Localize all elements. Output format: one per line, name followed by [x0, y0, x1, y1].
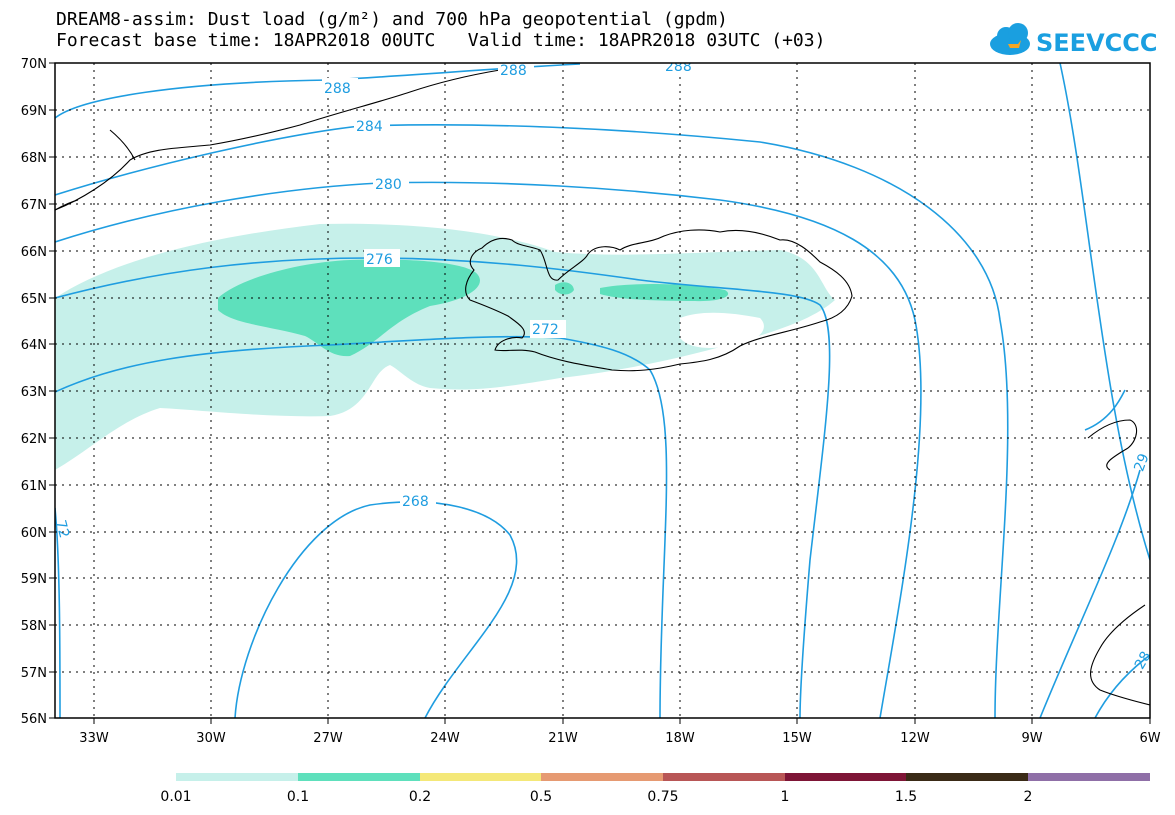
contour-label: 288	[500, 63, 527, 79]
colorbar-label: 1.5	[895, 789, 917, 805]
lat-label: 59N	[21, 572, 47, 587]
iceland-coastline	[465, 229, 853, 372]
contour-label: 268	[402, 494, 429, 510]
lat-label: 67N	[21, 198, 47, 213]
lat-label: 65N	[21, 292, 47, 307]
contour-272-west	[55, 507, 61, 718]
contour-268	[234, 501, 518, 718]
lon-label: 21W	[548, 731, 578, 746]
dust-shade-medium	[555, 282, 574, 295]
contour-east-b	[1094, 654, 1150, 718]
contour-284	[55, 123, 1009, 718]
map-title: DREAM8-assim: Dust load (g/m²) and 700 h…	[56, 9, 728, 30]
colorbar-label: 2	[1024, 789, 1033, 805]
dust-shade-medium	[600, 284, 729, 302]
graticule	[55, 63, 1150, 718]
lon-label: 33W	[79, 731, 109, 746]
contour-272-east	[1084, 389, 1126, 431]
lat-label: 64N	[21, 338, 47, 353]
colorbar-swatch	[785, 773, 906, 781]
latitude-labels: 70N 69N 68N 67N 66N 65N 64N 63N 62N 61N …	[21, 57, 47, 727]
lon-label: 24W	[430, 731, 460, 746]
lon-label: 9W	[1021, 731, 1042, 746]
colorbar-swatch	[1028, 773, 1150, 781]
cloud-icon	[990, 23, 1030, 55]
longitude-labels: 33W 30W 27W 24W 21W 18W 15W 12W 9W 6W	[79, 731, 1160, 746]
dust-shade-medium	[218, 259, 480, 357]
plot-area: 288 288 288 284 280 276 272 268 72 29 28	[52, 59, 1155, 718]
contour-label: 29	[1131, 451, 1152, 473]
axis-ticks	[49, 62, 1151, 724]
contour-label: 72	[52, 518, 72, 539]
colorbar-label: 0.1	[287, 789, 309, 805]
colorbar-swatch	[541, 773, 663, 781]
lat-label: 60N	[21, 526, 47, 541]
greenland-coastline-b	[55, 129, 136, 211]
colorbar-swatch	[176, 773, 298, 781]
colorbar-label: 0.5	[530, 789, 552, 805]
seevccc-logo: SEEVCCC	[990, 23, 1158, 57]
lat-label: 62N	[21, 432, 47, 447]
logo-text: SEEVCCC	[1036, 29, 1158, 57]
contour-label: 272	[532, 322, 559, 338]
colorbar-label: 0.2	[409, 789, 431, 805]
lon-label: 6W	[1139, 731, 1160, 746]
contour-outer-east	[1059, 63, 1150, 561]
scotland-coastline	[1090, 604, 1150, 706]
lon-label: 12W	[900, 731, 930, 746]
lat-label: 68N	[21, 151, 47, 166]
colorbar-swatch	[906, 773, 1028, 781]
dust-free-patch	[680, 312, 764, 348]
lat-label: 66N	[21, 245, 47, 260]
lon-label: 30W	[196, 731, 226, 746]
lat-label: 56N	[21, 712, 47, 727]
lat-label: 63N	[21, 385, 47, 400]
contour-276	[55, 257, 831, 718]
faroe-shetland-coastline	[1087, 419, 1138, 471]
contour-280	[55, 181, 922, 718]
colorbar-swatch	[663, 773, 785, 781]
lat-label: 61N	[21, 479, 47, 494]
greenland-coastline	[55, 69, 501, 211]
contour-east-a	[1039, 469, 1141, 718]
lat-label: 70N	[21, 57, 47, 72]
lat-label: 58N	[21, 619, 47, 634]
contour-label: 280	[375, 177, 402, 193]
lat-label: 69N	[21, 104, 47, 119]
lon-label: 27W	[313, 731, 343, 746]
contour-label: 288	[324, 81, 351, 97]
colorbar-label: 0.75	[647, 789, 678, 805]
colorbar: 0.01 0.1 0.2 0.5 0.75 1 1.5 2	[160, 773, 1150, 805]
lon-label: 15W	[782, 731, 812, 746]
colorbar-label: 0.01	[160, 789, 191, 805]
colorbar-label: 1	[781, 789, 790, 805]
colorbar-swatch	[298, 773, 420, 781]
lon-label: 18W	[665, 731, 695, 746]
contour-label: 284	[356, 119, 383, 135]
contour-label: 288	[665, 59, 692, 75]
contour-label: 276	[366, 252, 393, 268]
contour-label: 28	[1132, 649, 1155, 672]
lat-label: 57N	[21, 666, 47, 681]
contour-labels: 288 288 288 284 280 276 272 268 72 29 28	[52, 59, 1155, 672]
colorbar-swatch	[420, 773, 541, 781]
forecast-time-subtitle: Forecast base time: 18APR2018 00UTC Vali…	[56, 30, 826, 51]
